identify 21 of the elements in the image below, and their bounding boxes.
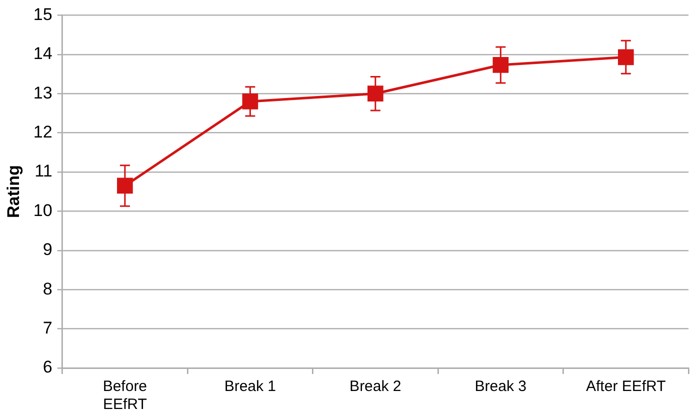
y-tick-label: 11 [34,162,52,181]
x-tick-label: Before EEfRT [102,378,148,414]
y-tick-label: 6 [42,358,52,377]
x-tick-label: Break 3 [474,378,526,396]
x-tick-label: After EEfRT [586,378,666,396]
y-tick-label: 15 [33,4,52,24]
point [492,57,509,73]
y-axis-title: Rating [4,165,23,218]
y-tick-label: 14 [33,44,52,64]
y-tick-label: 12 [33,122,52,142]
y-tick-label: 13 [33,83,52,102]
point [117,178,133,194]
x-tick-label: Break 2 [350,378,402,396]
y-tick-label: 7 [42,318,52,338]
x-tick-label: Break 1 [224,378,276,396]
point [618,49,634,66]
point [242,94,258,110]
y-tick-label: 8 [42,279,52,298]
point [367,86,384,102]
y-tick-label: 10 [33,200,52,220]
y-tick-label: 9 [42,240,52,260]
